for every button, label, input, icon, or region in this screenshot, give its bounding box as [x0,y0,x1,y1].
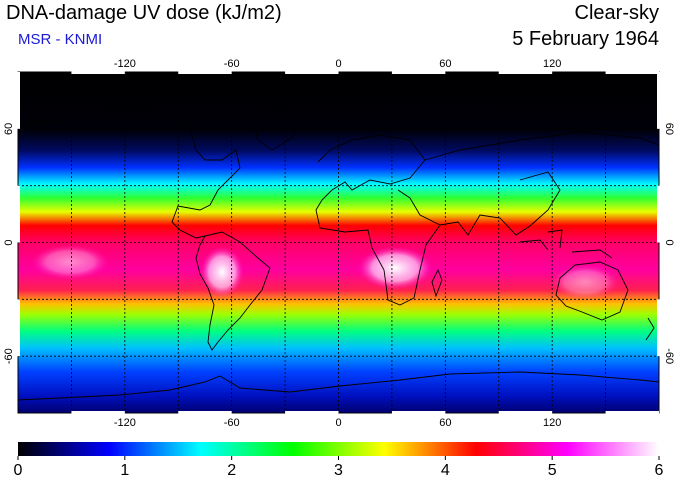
frame-segment [71,411,125,414]
frame-segment [285,411,339,414]
latitude-tick-label: -60 [663,348,675,364]
frame-segment [605,71,659,74]
frame-segment [657,72,660,129]
longitude-tick-label: -60 [224,417,240,429]
frame-segment [17,72,20,129]
frame-segment [498,71,553,74]
colorbar-tick-label: 4 [441,462,450,479]
frame-segment [178,411,232,414]
latitude-tick-label: 0 [3,239,15,245]
high-dose-patch-south-america [200,246,244,298]
frame-segment [71,71,125,74]
frame-segment [285,71,339,74]
frame-segment [17,299,20,357]
longitude-tick-label: -120 [114,58,136,70]
uv-dose-map: -120 -60 0 60 120 -120 -60 0 60 120 60 0 -60 60 0 -6… [3,58,675,429]
high-dose-patch-pacific [30,244,110,280]
date-label: 5 February 1964 [512,28,659,50]
latitude-tick-label: 60 [663,123,675,135]
colorbar-ticks [17,456,660,460]
frame-segment [657,185,660,243]
frame-segment [657,299,660,357]
colorbar-tick-label: 2 [227,462,236,479]
frame-segment [498,411,553,414]
longitude-tick-label: -60 [224,58,240,70]
frame-segment [391,71,446,74]
source-label: MSR - KNMI [18,31,103,48]
longitude-tick-label: 60 [439,58,451,70]
latitude-tick-label: 60 [3,123,15,135]
latitude-labels-right: 60 0 -60 [663,123,675,364]
high-dose-patch-africa [357,246,433,290]
frame-segment [605,411,659,414]
frame-ticks [17,71,660,414]
sky-condition-label: Clear-sky [574,2,659,24]
longitude-tick-label: 120 [543,58,561,70]
colorbar-labels: 0 1 2 3 4 5 6 [14,462,664,479]
latitude-tick-label: 0 [663,239,675,245]
longitude-tick-label: 60 [439,417,451,429]
colorbar-ramp [18,442,659,456]
colorbar-tick-label: 1 [120,462,129,479]
frame-segment [178,71,232,74]
longitude-labels-bottom: -120 -60 0 60 120 [114,417,562,429]
colorbar-tick-label: 3 [334,462,343,479]
latitude-tick-label: -60 [3,348,15,364]
graticule [18,72,659,413]
longitude-tick-label: 0 [335,58,341,70]
longitude-tick-label: 120 [543,417,561,429]
longitude-tick-label: 0 [335,417,341,429]
high-dose-patch-australia [550,264,620,300]
frame-segment [17,185,20,243]
colorbar-tick-label: 0 [14,462,23,479]
longitude-tick-label: -120 [114,417,136,429]
coastlines [18,107,659,401]
colorbar-tick-label: 6 [655,462,664,479]
latitude-labels-left: 60 0 -60 [3,123,15,364]
colorbar-tick-label: 5 [548,462,557,479]
longitude-labels-top: -120 -60 0 60 120 [114,58,562,70]
frame-segment [391,411,446,414]
map-title: DNA-damage UV dose (kJ/m2) [6,2,282,24]
